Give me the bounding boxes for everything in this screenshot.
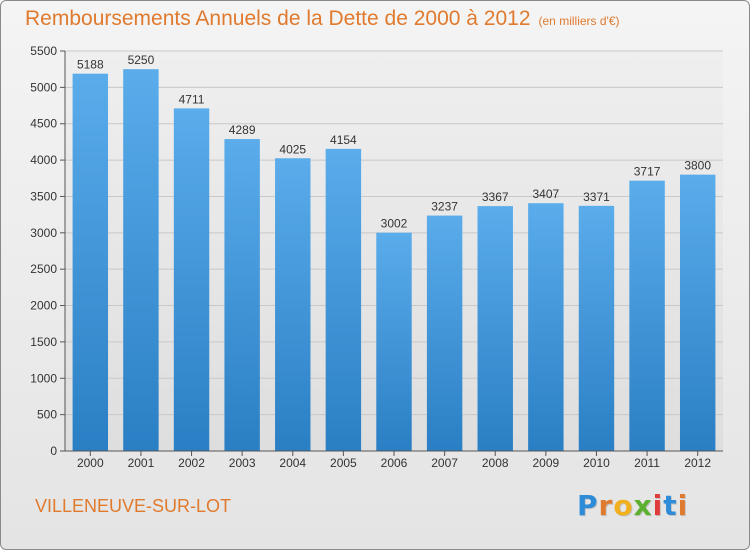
y-tick-label: 2000 xyxy=(30,299,57,313)
bar xyxy=(173,108,210,451)
city-name: VILLENEUVE-SUR-LOT xyxy=(35,496,232,516)
x-tick-label: 2005 xyxy=(330,456,357,470)
x-tick-label: 2009 xyxy=(532,456,559,470)
bar-value-label: 5250 xyxy=(128,53,155,67)
x-tick-label: 2002 xyxy=(178,456,205,470)
bar xyxy=(224,139,260,451)
bar xyxy=(72,73,109,451)
x-tick-label: 2007 xyxy=(431,456,458,470)
y-tick-label: 4000 xyxy=(30,153,57,167)
bars: 5188 5250 4711 4289 4025 4154 3002 3237 3367 3407… xyxy=(72,53,716,452)
bar xyxy=(426,215,463,451)
x-tick-label: 2012 xyxy=(684,456,711,470)
chart-unit: (en milliers d'€) xyxy=(538,14,620,28)
bar-value-label: 3371 xyxy=(583,190,610,204)
y-tick-label: 3500 xyxy=(30,189,57,203)
y-tick-label: 3000 xyxy=(30,226,57,240)
bar-value-label: 3800 xyxy=(684,159,711,173)
y-tick-label: 5000 xyxy=(30,80,57,94)
x-tick-label: 2000 xyxy=(77,456,104,470)
y-tick-label: 0 xyxy=(50,444,57,458)
logo-letter: i xyxy=(652,489,664,522)
y-tick-label: 5500 xyxy=(30,44,57,58)
bar xyxy=(275,158,311,452)
x-tick-label: 2004 xyxy=(279,456,306,470)
proxiti-logo: Proxiti xyxy=(577,489,688,522)
y-tick-label: 2500 xyxy=(30,262,57,276)
x-tick-label: 2001 xyxy=(128,456,155,470)
chart-title-text: Remboursements Annuels de la Dette de 20… xyxy=(25,7,531,30)
x-tick-label: 2006 xyxy=(381,456,408,470)
bar-value-label: 4154 xyxy=(330,133,357,147)
bar-value-label: 3717 xyxy=(634,165,661,179)
logo-letter: i xyxy=(677,489,689,522)
bar xyxy=(629,180,665,451)
bar-value-label: 3002 xyxy=(381,217,408,231)
bar xyxy=(123,69,159,451)
bar-value-label: 4025 xyxy=(279,142,306,156)
axes: 0 500 1000 1500 2000 2500 3000 3500 4000 4500 5000… xyxy=(30,44,723,470)
x-tick-label: 2008 xyxy=(482,456,509,470)
x-tick-label: 2010 xyxy=(583,456,610,470)
bar xyxy=(578,205,615,451)
bar xyxy=(528,203,564,451)
bar xyxy=(325,148,362,451)
logo-letter: r xyxy=(598,489,614,522)
x-tick-label: 2011 xyxy=(634,456,660,470)
bar-value-label: 5188 xyxy=(77,58,104,72)
x-tick-label: 2003 xyxy=(229,456,256,470)
bar-value-label: 4711 xyxy=(179,92,205,106)
chart-title: Remboursements Annuels de la Dette de 20… xyxy=(25,7,620,31)
y-tick-label: 4500 xyxy=(30,117,57,131)
bar xyxy=(477,206,513,451)
y-tick-label: 1500 xyxy=(30,335,57,349)
logo-letter: x xyxy=(633,489,653,522)
bar-value-label: 3237 xyxy=(431,200,458,214)
logo-letter: o xyxy=(613,489,634,522)
y-tick-label: 500 xyxy=(37,408,57,422)
bar xyxy=(679,174,716,452)
logo-letter: P xyxy=(577,489,599,522)
bar-value-label: 3367 xyxy=(482,190,509,204)
bar-value-label: 4289 xyxy=(229,123,256,137)
logo-letter: t xyxy=(663,489,678,522)
y-tick-label: 1000 xyxy=(30,371,57,385)
bar xyxy=(376,232,412,451)
bar-value-label: 3407 xyxy=(532,187,559,201)
